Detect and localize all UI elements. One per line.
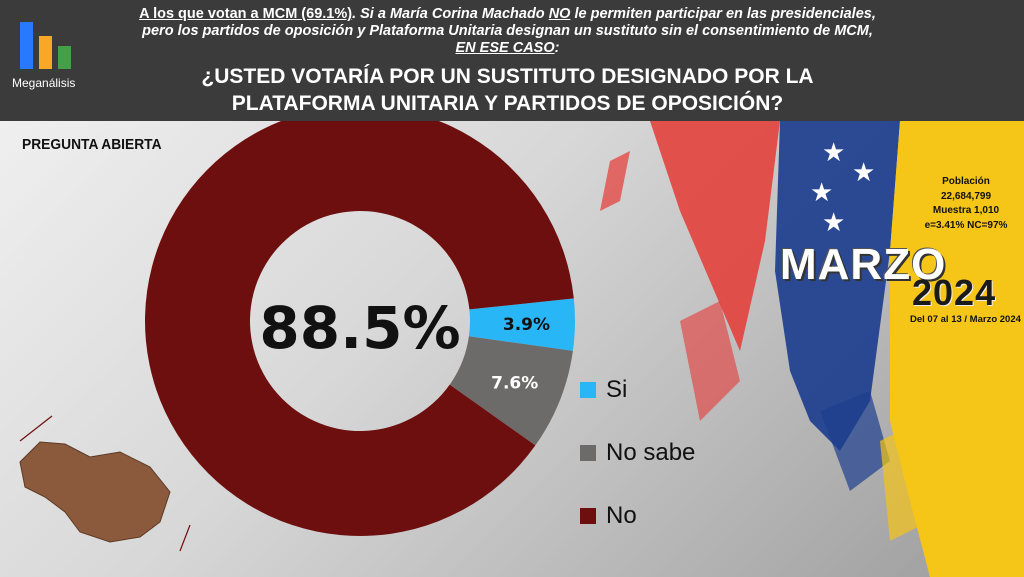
svg-text:★: ★ bbox=[822, 208, 845, 238]
donut-slice-no bbox=[145, 121, 574, 536]
stats-sample: Muestra 1,010 bbox=[932, 205, 1000, 216]
survey-stats: Población 22,684,799 Muestra 1,010 e=3.4… bbox=[912, 175, 1020, 233]
stats-error: e=3.41% NC=97% bbox=[924, 219, 1008, 231]
legend-label-no: No bbox=[606, 502, 637, 529]
donut-slices bbox=[145, 121, 576, 536]
intro-line-2: pero los partidos de oposición y Platafo… bbox=[142, 23, 873, 39]
intro-part-c: le permiten participar en las presidenci… bbox=[570, 6, 876, 22]
intro-no: NO bbox=[548, 6, 571, 22]
value-label-si: 3.9% bbox=[503, 315, 550, 335]
brand-name: Meganálisis bbox=[12, 76, 76, 90]
intro-part-b: . Si a María Corina Machado bbox=[352, 6, 549, 22]
slice-value-labels: 3.9% 7.6% bbox=[491, 315, 550, 394]
period-dates: Del 07 al 13 / Marzo 2024 bbox=[910, 314, 1021, 325]
legend-label-si: Si bbox=[606, 376, 628, 403]
stats-population-label: Población bbox=[942, 176, 990, 187]
intro-part-a: A los que votan a MCM (69.1%) bbox=[139, 6, 353, 22]
stats-population-value: 22,684,799 bbox=[940, 190, 992, 202]
open-question-label: PREGUNTA ABIERTA bbox=[22, 136, 162, 153]
donut-chart: 88.5% 3.9% 7.6% bbox=[19, 121, 576, 552]
donut-slice-no-sabe bbox=[449, 336, 573, 446]
legend-label-no-sabe: No sabe bbox=[606, 439, 696, 466]
center-percentage-label: 88.5% bbox=[259, 294, 460, 362]
question-line-1: ¿USTED VOTARÍA POR UN SUSTITUTO DESIGNAD… bbox=[201, 65, 814, 88]
legend-item-si: Si bbox=[580, 376, 740, 406]
legend-swatch-no bbox=[580, 508, 596, 524]
legend-item-no-sabe: No sabe bbox=[580, 439, 740, 469]
svg-text:★: ★ bbox=[852, 158, 875, 188]
period-month: MARZO bbox=[780, 240, 947, 289]
intro-line-3: EN ESE CASO bbox=[455, 40, 555, 56]
intro-text: A los que votan a MCM (69.1%). Si a Marí… bbox=[95, 6, 920, 57]
venezuela-flag-graphic: ★ ★ ★ ★ bbox=[600, 121, 1024, 577]
header-banner: Meganálisis A los que votan a MCM (69.1%… bbox=[0, 0, 1024, 121]
legend-swatch-si bbox=[580, 382, 596, 398]
legend-item-no: No bbox=[580, 502, 740, 532]
legend-swatch-no-sabe bbox=[580, 445, 596, 461]
question-line-2: PLATAFORMA UNITARIA Y PARTIDOS DE OPOSIC… bbox=[231, 92, 784, 115]
meganalisis-logo-icon bbox=[20, 22, 71, 69]
svg-text:★: ★ bbox=[810, 178, 833, 208]
intro-colon: : bbox=[554, 40, 560, 56]
venezuela-map-icon bbox=[19, 441, 171, 543]
donut-slice-si bbox=[468, 298, 576, 351]
value-label-no-sabe: 7.6% bbox=[491, 374, 538, 394]
svg-text:★: ★ bbox=[822, 138, 845, 168]
period-year: 2024 bbox=[912, 272, 997, 313]
question-title: ¿USTED VOTARÍA POR UN SUSTITUTO DESIGNAD… bbox=[95, 63, 920, 117]
